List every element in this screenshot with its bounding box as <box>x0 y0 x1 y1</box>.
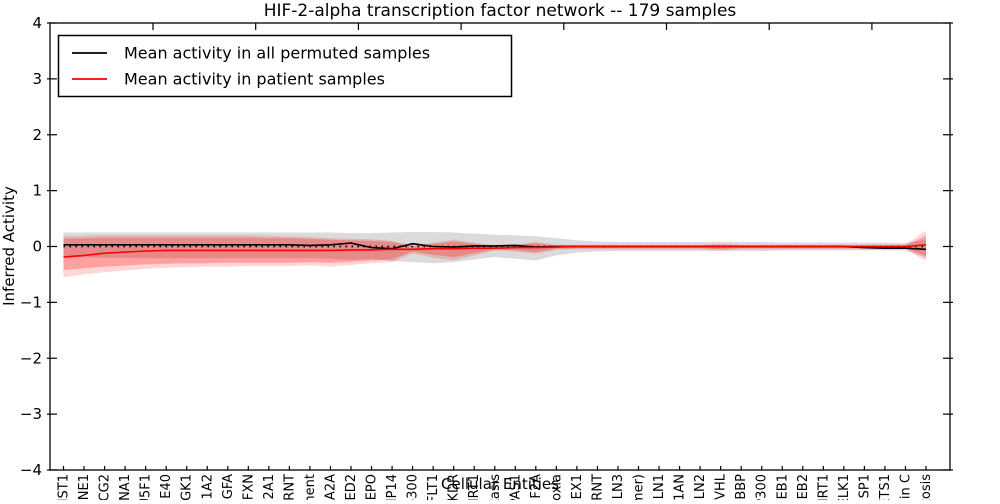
x-tick-label: HIF1AN <box>673 474 688 500</box>
x-tick-label: BHLHE40 <box>159 474 174 500</box>
x-tick-label: KDR <box>447 474 462 500</box>
x-axis-label: Cellular Entities <box>441 475 559 493</box>
x-tick-label: TWIST1 <box>57 474 72 500</box>
x-tick-label: FLT1 <box>426 474 441 500</box>
x-tick-label: MMP14 <box>385 474 400 500</box>
x-tick-label: VEGFA <box>221 474 236 500</box>
x-tick-label: CITED2 <box>344 474 359 500</box>
x-tick-label: SLC2A1 <box>262 474 277 500</box>
x-tick-label: EPO <box>365 474 380 500</box>
x-tick-label: POU5F1 <box>139 474 154 500</box>
x-tick-label: ARNT <box>590 474 605 500</box>
x-tick-label: germ cell development <box>303 474 318 500</box>
x-tick-label: SP1 <box>857 474 872 498</box>
y-tick-label: 3 <box>32 70 42 88</box>
plot-area <box>63 230 927 278</box>
y-tick-label: 2 <box>32 126 42 144</box>
x-tick-label: response to hypoxia <box>549 474 564 500</box>
x-tick-label: FIH (dimer) <box>632 474 647 500</box>
x-tick-label: SERPINE1 <box>77 474 92 500</box>
x-tick-label: TCEB2 <box>796 474 811 500</box>
x-tick-label: VHL <box>714 473 729 500</box>
y-tick-label: −1 <box>20 293 42 311</box>
x-tick-label: HIF2A/ARNT <box>282 474 297 500</box>
y-tick-label: 4 <box>32 14 42 32</box>
x-tick-label: VHL/Elongin B/Elongin C <box>898 474 913 500</box>
patient-mean-line <box>63 244 927 258</box>
x-tick-label: SLC11A2 <box>200 474 215 500</box>
patient-band-outer <box>63 230 926 278</box>
chart-title: HIF-2-alpha transcription factor network… <box>264 1 737 21</box>
y-tick-label: −4 <box>20 461 42 479</box>
y-tick-label: 0 <box>32 238 42 256</box>
y-tick-label: 1 <box>32 182 42 200</box>
legend: Mean activity in all permuted samples Me… <box>57 34 513 98</box>
x-tick-label: neuron apoptosis <box>919 474 934 500</box>
x-tick-label: ETS1 <box>878 474 893 500</box>
x-tick-label: ELK1 <box>837 474 852 500</box>
x-tick-label: HIF2A/ARNT/Cbp/p300 <box>406 474 421 500</box>
legend-label-patient: Mean activity in patient samples <box>124 70 385 89</box>
x-tick-label: EGLN3 <box>611 474 626 500</box>
x-tick-label: TCEB1 <box>775 474 790 500</box>
x-tick-label: ABCG2 <box>98 474 113 500</box>
x-tick-label: APEX1 <box>570 474 585 500</box>
y-tick-label: −3 <box>20 405 42 423</box>
x-tick-label: ADORA2A <box>323 474 338 500</box>
y-axis-label: Inferred Activity <box>0 186 18 306</box>
x-tick-label: PGK1 <box>180 474 195 500</box>
x-tick-label: SIRT1 <box>816 474 831 500</box>
x-tick-label: oxygen homeostasis <box>488 474 503 500</box>
legend-label-permuted: Mean activity in all permuted samples <box>124 44 430 63</box>
y-tick-label: −2 <box>20 349 42 367</box>
x-tick-label: EP300 <box>755 474 770 500</box>
x-tick-label: CREBBP <box>734 474 749 500</box>
x-tick-label: FXN <box>241 474 256 500</box>
axis-ticks: −4 −3 −2 −1 0 1 2 3 4 TWIST1 SERPINE1 ABCG2 EFNA1 POU… <box>20 14 953 504</box>
x-tick-label: EFNA1 <box>118 474 133 500</box>
x-tick-label: HIF2A/ARNT/SIRT1 <box>467 474 482 500</box>
legend-box <box>57 34 513 98</box>
x-tick-label: EGLN2 <box>693 474 708 500</box>
x-tick-label: VHL/Elongin B/Elongin C/HIF2A <box>529 474 544 500</box>
x-tick-label: EGLN1 <box>652 474 667 500</box>
x-tick-label: EPAS1 <box>508 474 523 500</box>
